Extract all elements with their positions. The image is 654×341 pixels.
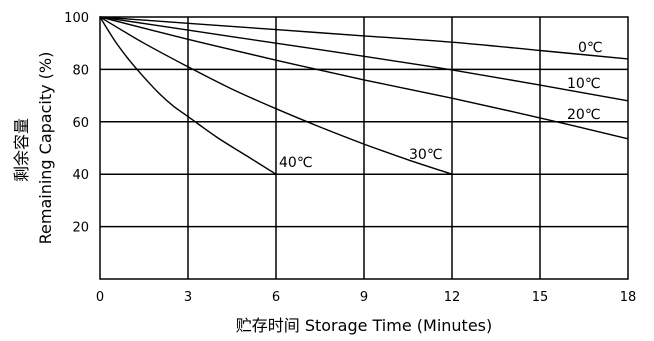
series-label: 40℃ <box>279 155 313 171</box>
curve-line <box>99 16 277 175</box>
y-tick-label: 40 <box>72 168 89 183</box>
curve-labels: 0℃ 10℃ 20℃ 30℃ 40℃ <box>279 40 603 171</box>
curve-line <box>99 16 629 140</box>
x-tick-label: 18 <box>620 290 637 305</box>
series-label: 10℃ <box>567 76 601 92</box>
plot-frame <box>99 16 629 280</box>
y-tick-label: 100 <box>64 11 89 26</box>
y-tick-label: 20 <box>72 221 89 236</box>
y-tick-label: 60 <box>72 116 89 131</box>
curve-line <box>99 16 629 102</box>
tick-labels: 0 3 6 9 12 15 18 20 40 60 80 100 <box>64 11 636 305</box>
x-tick-label: 0 <box>96 290 104 305</box>
y-axis-title: 剩余容量 Remaining Capacity (%) <box>12 52 55 245</box>
curve-line <box>99 16 629 60</box>
y-tick-label: 80 <box>72 63 89 78</box>
x-tick-label: 12 <box>444 290 461 305</box>
series-label: 30℃ <box>409 147 443 163</box>
x-tick-label: 15 <box>532 290 549 305</box>
y-axis-title-cn: 剩余容量 <box>12 118 31 182</box>
y-axis-title-en: Remaining Capacity (%) <box>36 52 55 245</box>
x-tick-label: 6 <box>272 290 280 305</box>
x-tick-label: 3 <box>184 290 192 305</box>
x-tick-label: 9 <box>360 290 368 305</box>
curves <box>99 16 629 175</box>
x-axis-title: 贮存时间 Storage Time (Minutes) <box>236 316 493 335</box>
series-label: 0℃ <box>578 40 603 56</box>
curve-line <box>99 16 453 175</box>
series-label: 20℃ <box>567 107 601 123</box>
